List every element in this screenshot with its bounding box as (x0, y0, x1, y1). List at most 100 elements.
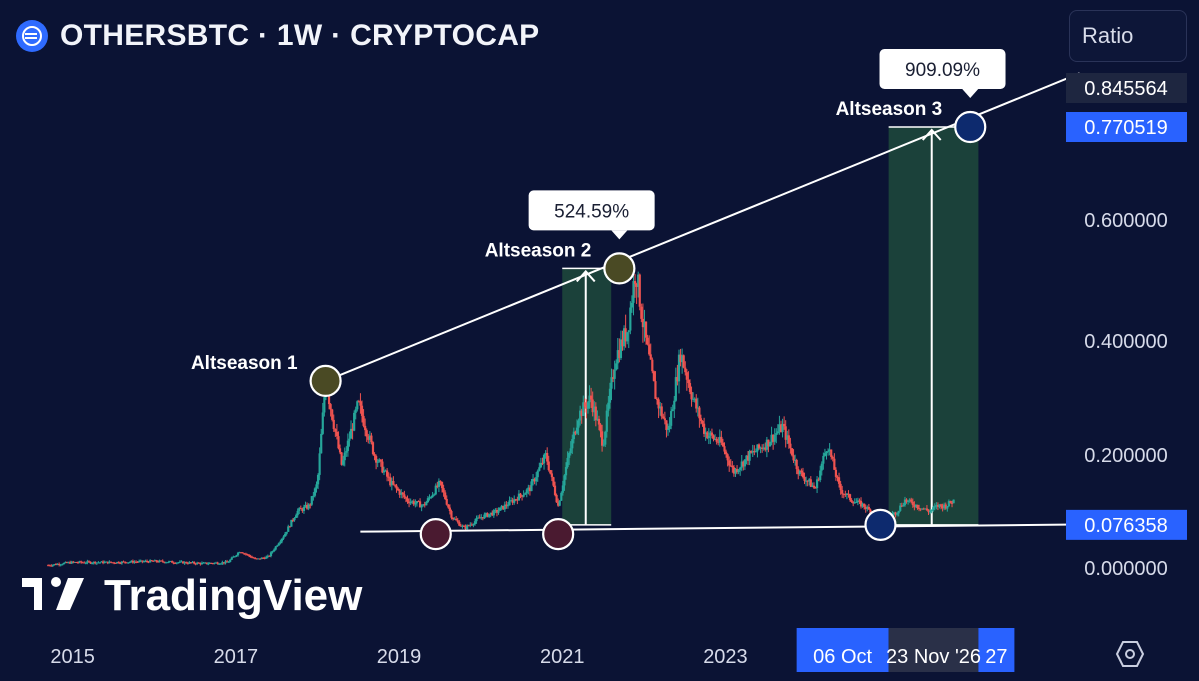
candle-body (651, 359, 654, 372)
candle-body (150, 560, 153, 562)
candle-body (401, 492, 404, 495)
candle-body (674, 377, 677, 401)
candle-body (938, 504, 941, 507)
candle-body (610, 377, 613, 389)
candle-body (128, 562, 131, 564)
candle-body (801, 472, 805, 478)
candle-body (95, 562, 98, 564)
candle-body (183, 562, 186, 564)
candle-body (112, 562, 116, 564)
candle-body (591, 399, 594, 413)
candle-body (817, 479, 820, 481)
candle-body (149, 560, 152, 563)
candle-body (417, 501, 420, 503)
candle-body (803, 477, 806, 481)
candle-body (624, 328, 627, 342)
candle-body (692, 398, 695, 400)
candle-body (62, 562, 65, 565)
candle-body (844, 494, 847, 496)
candle-body (51, 564, 54, 566)
candle-body (943, 504, 946, 509)
candle-body (629, 307, 632, 331)
candle-body (144, 560, 147, 562)
candle-body (134, 561, 138, 563)
candle-body (583, 402, 586, 407)
candle-body (947, 501, 950, 507)
candle-body (260, 557, 263, 560)
candle-body (480, 517, 483, 519)
candle-body (652, 371, 655, 382)
candle-body (820, 463, 823, 471)
candle-body (280, 538, 284, 542)
candle-body (710, 432, 714, 436)
candle-body (455, 518, 458, 521)
symbol-title[interactable]: OTHERSBTC · 1W · CRYPTOCAP (60, 19, 540, 52)
candle-body (200, 562, 204, 565)
candle-body (773, 434, 776, 442)
candle-body (784, 426, 787, 440)
candle-body (320, 433, 323, 454)
candle-body (180, 561, 183, 563)
candle-body (312, 495, 315, 497)
candle-body (92, 561, 95, 563)
candle-body (415, 501, 419, 504)
candle-body (533, 478, 536, 482)
resistance-trendline (325, 72, 1080, 382)
candle-body (395, 485, 398, 489)
candle-body (737, 469, 740, 473)
candle-body (932, 507, 935, 510)
candle-body (131, 560, 134, 563)
candle-body (815, 479, 819, 489)
candle-body (120, 561, 124, 564)
candle-body (67, 562, 70, 564)
candle-body (309, 504, 312, 506)
candle-body (472, 524, 475, 526)
candle-body (97, 562, 100, 564)
price-badge (1066, 509, 1187, 540)
candle-body (469, 524, 472, 526)
candle-body (396, 488, 400, 491)
candle-body (952, 499, 955, 504)
candle-body (481, 517, 484, 519)
candle-body (161, 560, 164, 562)
candle-body (861, 503, 864, 507)
candle-body (616, 350, 619, 364)
candle-body (646, 337, 649, 345)
candle-body (787, 435, 790, 444)
candle-body (917, 508, 921, 510)
candle-body (563, 475, 566, 486)
candle-body (580, 410, 583, 416)
candle-body (462, 525, 466, 527)
settings-hexagon-icon (1115, 641, 1145, 667)
candle-body (847, 493, 850, 495)
candle-body (287, 526, 290, 532)
candle-body (608, 388, 612, 403)
candle-body (191, 561, 194, 563)
candle-body (351, 428, 354, 431)
candle-body (422, 504, 425, 506)
candle-body (611, 377, 615, 379)
candle-body (579, 410, 582, 421)
candle-body (786, 435, 789, 440)
candle-body (111, 562, 114, 564)
candle-body (858, 500, 861, 502)
candle-body (141, 560, 144, 562)
candle-body (502, 505, 505, 510)
candle-body (282, 536, 285, 539)
chart-settings-button[interactable] (1112, 636, 1148, 672)
candle-body (279, 541, 282, 544)
candle-body (431, 494, 434, 498)
candle-body (520, 495, 524, 497)
candle-body (641, 318, 644, 328)
candle-body (922, 508, 925, 510)
candle-body (597, 418, 601, 425)
candle-body (304, 505, 307, 507)
ratio-button[interactable]: Ratio (1069, 10, 1187, 62)
candle-body (332, 419, 335, 429)
candle-body (302, 506, 306, 512)
candle-body (123, 561, 127, 563)
candle-body (119, 563, 122, 565)
candle-body (505, 504, 508, 506)
candle-body (916, 504, 919, 509)
